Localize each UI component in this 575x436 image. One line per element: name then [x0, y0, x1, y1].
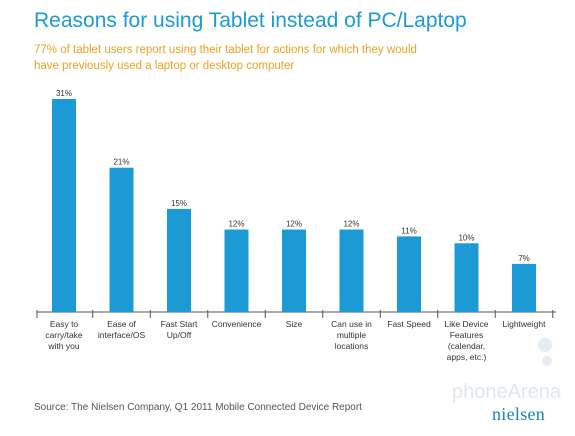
nielsen-logo: nielsen [492, 404, 546, 424]
chart-title: Reasons for using Tablet instead of PC/L… [34, 9, 467, 32]
category-label: Up/Off [167, 330, 192, 340]
data-label: 10% [458, 233, 474, 242]
category-label: Size [286, 319, 303, 329]
bar [282, 229, 306, 312]
category-label: Like Device [445, 319, 489, 329]
bar [167, 208, 191, 312]
bar [454, 243, 479, 312]
data-label: 21% [113, 158, 129, 167]
category-label: Fast Start [161, 319, 198, 329]
source-note: Source: The Nielsen Company, Q1 2011 Mob… [34, 402, 362, 413]
category-label: locations [335, 341, 369, 351]
bar [109, 167, 134, 312]
category-label: multiple [337, 330, 367, 340]
category-label: Can use in [331, 319, 372, 329]
category-label: (calendar, [448, 341, 485, 351]
watermark-bubble [538, 338, 552, 352]
category-label: Fast Speed [387, 319, 431, 329]
data-label: 7% [518, 254, 530, 263]
category-label: Easy to [50, 319, 79, 329]
data-label: 12% [286, 220, 302, 229]
data-label: 12% [343, 220, 359, 229]
bar [52, 99, 76, 312]
bar [397, 236, 421, 312]
category-label: apps, etc.) [447, 352, 487, 362]
category-label: Ease of [107, 319, 136, 329]
category-label: Convenience [212, 319, 262, 329]
data-label: 31% [56, 89, 72, 98]
bar [339, 229, 364, 312]
data-label: 12% [228, 220, 244, 229]
watermark-bubble [542, 356, 552, 366]
category-label: with you [47, 341, 79, 351]
data-label: 15% [171, 199, 187, 208]
watermark: phoneArena [452, 381, 561, 403]
data-label: 11% [401, 226, 416, 235]
category-label: Lightweight [502, 319, 546, 329]
bar [224, 229, 249, 312]
category-label: carry/take [45, 330, 83, 340]
chart-subtitle: 77% of tablet users report using their t… [34, 44, 417, 72]
category-label: interface/OS [98, 330, 146, 340]
bar [512, 263, 536, 312]
category-label: Features [450, 330, 484, 340]
